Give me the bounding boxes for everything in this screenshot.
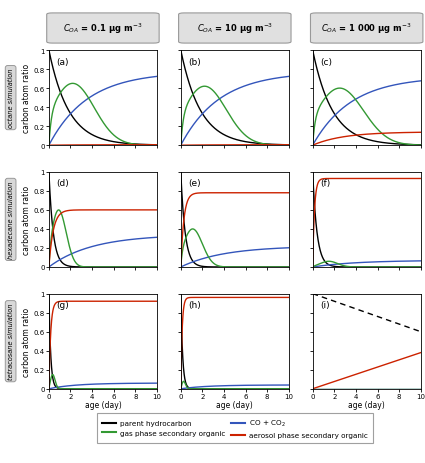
Y-axis label: carbon atom ratio: carbon atom ratio [22,186,31,254]
Text: (i): (i) [320,300,330,310]
Text: (c): (c) [320,57,332,67]
FancyBboxPatch shape [178,14,291,44]
Legend: parent hydrocarbon, gas phase secondary organic, CO + CO$_2$, aerosol phase seco: parent hydrocarbon, gas phase secondary … [96,413,373,443]
Text: (h): (h) [188,300,201,310]
Text: (g): (g) [57,300,69,310]
Text: tetracosane simulation: tetracosane simulation [8,303,14,380]
X-axis label: age (day): age (day) [85,400,121,409]
Y-axis label: carbon atom ratio: carbon atom ratio [22,64,31,133]
Text: $C_{OA}$ = 1 000 µg m$^{-3}$: $C_{OA}$ = 1 000 µg m$^{-3}$ [321,21,412,36]
FancyBboxPatch shape [311,14,423,44]
Text: (d): (d) [57,179,69,188]
Text: $C_{OA}$ = 10 µg m$^{-3}$: $C_{OA}$ = 10 µg m$^{-3}$ [197,21,273,36]
Text: (e): (e) [188,179,201,188]
Text: (a): (a) [57,57,69,67]
Text: (b): (b) [188,57,201,67]
Text: octane simulation: octane simulation [8,69,14,128]
Text: $C_{OA}$ = 0.1 µg m$^{-3}$: $C_{OA}$ = 0.1 µg m$^{-3}$ [63,21,143,36]
X-axis label: age (day): age (day) [348,400,385,409]
X-axis label: age (day): age (day) [216,400,253,409]
Text: hexadecane simulation: hexadecane simulation [8,181,14,259]
Y-axis label: carbon atom ratio: carbon atom ratio [22,307,31,376]
Text: (f): (f) [320,179,331,188]
FancyBboxPatch shape [47,14,159,44]
